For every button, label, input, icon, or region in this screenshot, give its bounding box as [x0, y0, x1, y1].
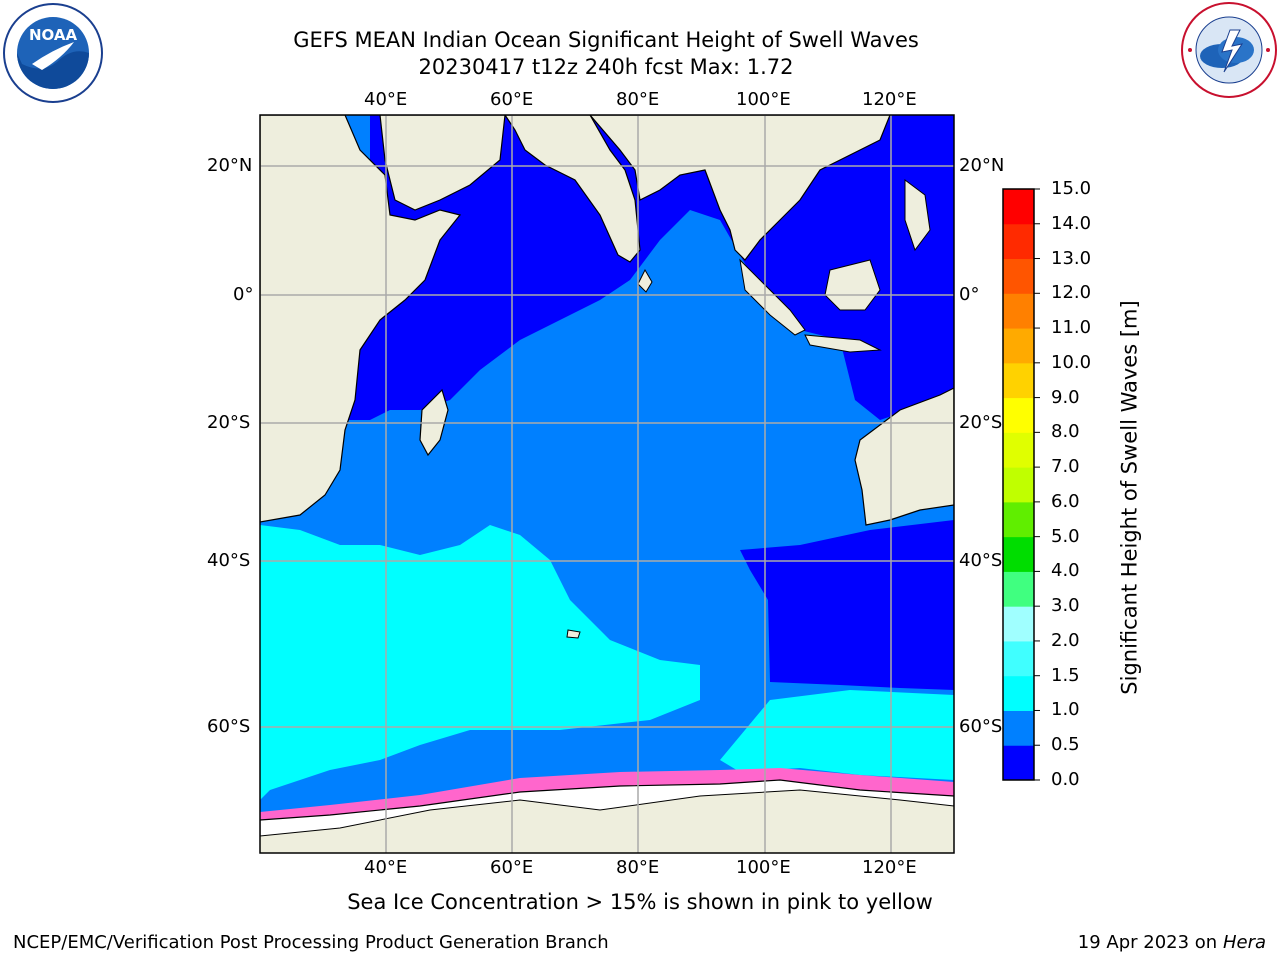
colorbar-swatch	[1003, 606, 1034, 642]
sea-ice-note: Sea Ice Concentration > 15% is shown in …	[347, 890, 933, 914]
lat-label-right-60s: 60°S	[959, 716, 1003, 737]
lat-label-right-40s: 40°S	[959, 550, 1003, 571]
footer-date: 19 Apr 2023 on Hera	[1078, 932, 1266, 953]
lon-label-bottom-120: 120°E	[862, 857, 917, 878]
footer-credit: NCEP/EMC/Verification Post Processing Pr…	[13, 932, 609, 953]
colorbar-swatch	[1003, 467, 1034, 503]
colorbar-tick-label: 12.0	[1051, 282, 1092, 304]
lon-label-top-100: 100°E	[736, 89, 791, 110]
region-cyan-southeast	[720, 690, 954, 780]
noaa-logo-icon: NOAA	[3, 3, 103, 103]
colorbar-tick-label: 3.0	[1051, 595, 1080, 617]
colorbar-tick-label: 11.0	[1051, 317, 1092, 339]
chart-subtitle: 20230417 t12z 240h fcst Max: 1.72	[418, 55, 794, 79]
lat-label-left-60s: 60°S	[207, 716, 251, 737]
chart-title: GEFS MEAN Indian Ocean Significant Heigh…	[293, 28, 919, 52]
southeast-asia	[589, 115, 891, 261]
colorbar-tick-label: 6.0	[1051, 490, 1080, 512]
lon-label-top-120: 120°E	[862, 89, 917, 110]
colorbar-frame	[1002, 188, 1035, 781]
lon-label-bottom-80: 80°E	[616, 857, 660, 878]
colorbar-tick-label: 1.0	[1051, 699, 1080, 721]
colorbar-tick-label: 8.0	[1051, 421, 1080, 443]
colorbar-swatch	[1003, 745, 1034, 781]
java	[804, 334, 882, 353]
colorbar-tick-label: 14.0	[1051, 212, 1092, 234]
colorbar-swatch	[1003, 710, 1034, 746]
lat-label-right-0: 0°	[959, 284, 980, 305]
colorbar-swatch	[1003, 640, 1034, 677]
colorbar-swatch	[1003, 258, 1034, 294]
colorbar-swatch	[1003, 501, 1034, 538]
region-low-southeast	[740, 520, 954, 690]
lat-label-right-20n: 20°N	[959, 155, 1005, 176]
sri-lanka	[637, 268, 653, 293]
colorbar-tick-label: 1.5	[1051, 664, 1080, 686]
kerguelen	[566, 629, 581, 639]
colorbar-swatch	[1003, 675, 1034, 711]
colorbar-title: Significant Height of Swell Waves [m]	[1117, 300, 1142, 695]
lon-label-top-40: 40°E	[364, 89, 408, 110]
lat-label-right-20s: 20°S	[959, 412, 1003, 433]
colorbar-tick-label: 7.0	[1051, 456, 1080, 478]
colorbar-swatch	[1003, 362, 1034, 399]
lon-label-top-80: 80°E	[616, 89, 660, 110]
lon-label-bottom-40: 40°E	[364, 857, 408, 878]
philippines	[904, 179, 931, 252]
india	[504, 115, 641, 263]
lat-label-left-40s: 40°S	[207, 550, 251, 571]
lon-label-bottom-100: 100°E	[736, 857, 791, 878]
lat-label-left-0: 0°	[233, 284, 254, 305]
colorbar	[1002, 188, 1040, 781]
region-cyan-southwest	[260, 525, 700, 800]
lat-label-left-20n: 20°N	[207, 155, 253, 176]
colorbar-tick-label: 10.0	[1051, 351, 1092, 373]
colorbar-tick-label: 13.0	[1051, 247, 1092, 269]
colorbar-swatch	[1003, 189, 1034, 225]
colorbar-swatch	[1003, 293, 1034, 329]
lon-label-bottom-60: 60°E	[490, 857, 534, 878]
footer-host: Hera	[1222, 932, 1266, 953]
lat-label-left-20s: 20°S	[207, 412, 251, 433]
map-frame	[259, 114, 955, 854]
colorbar-swatch	[1003, 223, 1034, 260]
footer-date-text: 19 Apr 2023 on	[1077, 932, 1218, 953]
colorbar-tick-label: 0.0	[1051, 769, 1080, 790]
colorbar-swatch	[1003, 432, 1034, 468]
antarctica-land	[260, 789, 954, 853]
arabia	[379, 115, 506, 211]
colorbar-tick-label: 5.0	[1051, 525, 1080, 547]
colorbar-tick-label: 4.0	[1051, 560, 1080, 582]
colorbar-swatch	[1003, 571, 1034, 607]
colorbar-tick-label: 2.0	[1051, 629, 1080, 651]
nws-logo-icon	[1181, 2, 1277, 98]
colorbar-swatch	[1003, 397, 1034, 433]
svg-text:NOAA: NOAA	[29, 26, 78, 44]
map-gridlines	[260, 115, 954, 853]
colorbar-tick-label: 0.5	[1051, 734, 1080, 756]
lon-label-top-60: 60°E	[490, 89, 534, 110]
colorbar-swatch	[1003, 536, 1034, 572]
colorbar-tick-label: 15.0	[1051, 178, 1092, 199]
colorbar-swatch	[1003, 328, 1034, 364]
colorbar-tick-label: 9.0	[1051, 386, 1080, 408]
